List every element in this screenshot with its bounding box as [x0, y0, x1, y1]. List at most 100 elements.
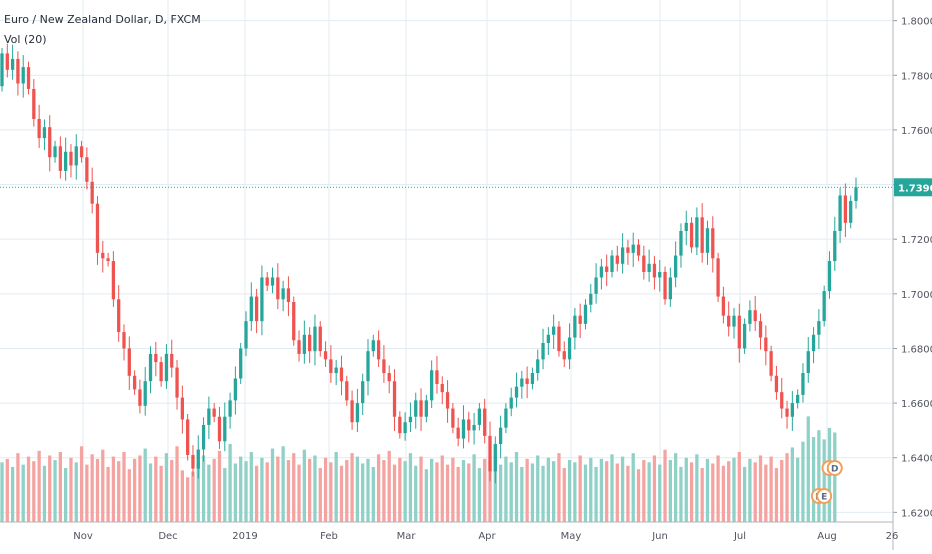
- volume-bar: [260, 457, 264, 522]
- volume-bar: [276, 456, 280, 522]
- candle-body: [536, 359, 540, 374]
- volume-bar: [132, 458, 137, 522]
- candle-body: [514, 386, 519, 398]
- volume-indicator-label[interactable]: Vol (20): [4, 33, 47, 46]
- candle-body: [620, 247, 625, 264]
- candle-body: [472, 424, 476, 431]
- volume-bar: [668, 460, 672, 522]
- volume-bar: [790, 447, 794, 522]
- volume-bar: [493, 453, 497, 522]
- symbol-title[interactable]: Euro / New Zealand Dollar, D, FXCM: [4, 13, 201, 26]
- volume-bar: [711, 463, 715, 522]
- candle-body: [53, 146, 57, 158]
- candle-body: [21, 67, 25, 84]
- candle-body: [451, 408, 455, 428]
- volume-bar: [456, 466, 460, 522]
- volume-bar: [610, 454, 614, 522]
- volume-bar: [679, 466, 683, 522]
- candle-body: [811, 334, 816, 352]
- volume-bar: [228, 443, 232, 522]
- candle-body: [292, 302, 296, 341]
- y-tick-label: 1.66000: [901, 399, 932, 410]
- candle-body: [467, 419, 471, 431]
- event-markers[interactable]: DEED: [810, 460, 843, 504]
- candle-body: [456, 427, 460, 439]
- volume-bar: [53, 460, 57, 522]
- candle-body: [313, 326, 317, 352]
- candle-body: [509, 397, 513, 409]
- candle-body: [546, 334, 550, 343]
- candle-body: [742, 323, 747, 349]
- candle-body: [16, 58, 20, 84]
- volume-bar: [117, 461, 121, 522]
- volume-bar: [26, 456, 31, 522]
- candle-body: [339, 367, 344, 382]
- candle-body: [276, 277, 280, 300]
- candle-body: [302, 334, 306, 354]
- volume-bar: [552, 461, 556, 522]
- volume-bar: [122, 452, 126, 522]
- volume-bar: [90, 454, 94, 522]
- volume-bar: [509, 462, 513, 522]
- event-marker[interactable]: [816, 488, 833, 504]
- candle-body: [69, 151, 73, 166]
- candle-body: [180, 397, 184, 420]
- event-marker[interactable]: [826, 460, 843, 476]
- candle-body: [297, 340, 301, 354]
- volume-bar: [615, 463, 619, 522]
- volume-bar: [143, 448, 147, 522]
- candle-body: [286, 288, 291, 303]
- candle-body: [201, 424, 206, 450]
- candle-body: [567, 337, 572, 360]
- volume-bar: [689, 462, 694, 522]
- candle-body: [578, 315, 582, 324]
- volume-bar: [530, 463, 535, 522]
- candle-body: [764, 337, 768, 352]
- volume-bar: [0, 462, 4, 522]
- candle-body: [148, 353, 153, 382]
- candle-body: [589, 293, 593, 305]
- grid: [0, 0, 892, 522]
- chart-legend: Euro / New Zealand Dollar, D, FXCM Vol (…: [4, 10, 201, 50]
- candle-body: [48, 127, 52, 158]
- candle-body: [684, 222, 688, 231]
- volume-bar: [292, 453, 296, 522]
- candle-body: [838, 195, 842, 231]
- candle-body: [573, 315, 577, 338]
- volume-bar: [674, 453, 678, 522]
- last-price-label[interactable]: 1.73900: [898, 183, 932, 194]
- candle-body: [318, 326, 322, 352]
- volume-bar: [239, 456, 243, 522]
- volume-bar: [599, 458, 604, 522]
- volume-bar: [350, 453, 354, 522]
- price-axis[interactable]: 1.800001.780001.760001.740001.720001.700…: [892, 0, 932, 550]
- candle-body: [817, 321, 821, 335]
- candle-body: [111, 261, 116, 300]
- volume-bar: [16, 453, 20, 522]
- volume-bar: [212, 458, 216, 522]
- volume-bar: [5, 458, 9, 522]
- candle-body: [679, 230, 683, 256]
- candle-body: [658, 271, 662, 278]
- candle-body: [233, 378, 238, 401]
- candle-body: [350, 400, 354, 423]
- volume-bar: [546, 457, 550, 522]
- y-tick-label: 1.72000: [901, 235, 932, 246]
- time-axis[interactable]: Nov Dec 2019 Feb Mar Apr May Jun Jul Aug 26: [0, 521, 898, 542]
- candle-body: [636, 244, 641, 256]
- candle-body: [143, 381, 147, 406]
- volume-bar: [334, 452, 338, 522]
- volume-bar: [811, 437, 816, 522]
- volume-bar: [833, 432, 837, 522]
- candle-body: [58, 146, 62, 171]
- volume-bar: [297, 464, 301, 522]
- last-price-label-bg[interactable]: [894, 178, 932, 197]
- candle-body: [403, 422, 407, 434]
- volume-bar: [376, 454, 381, 522]
- volume-bar: [21, 464, 25, 522]
- candle-body: [37, 118, 41, 139]
- volume-bar: [705, 458, 710, 522]
- volume-bar: [817, 430, 821, 522]
